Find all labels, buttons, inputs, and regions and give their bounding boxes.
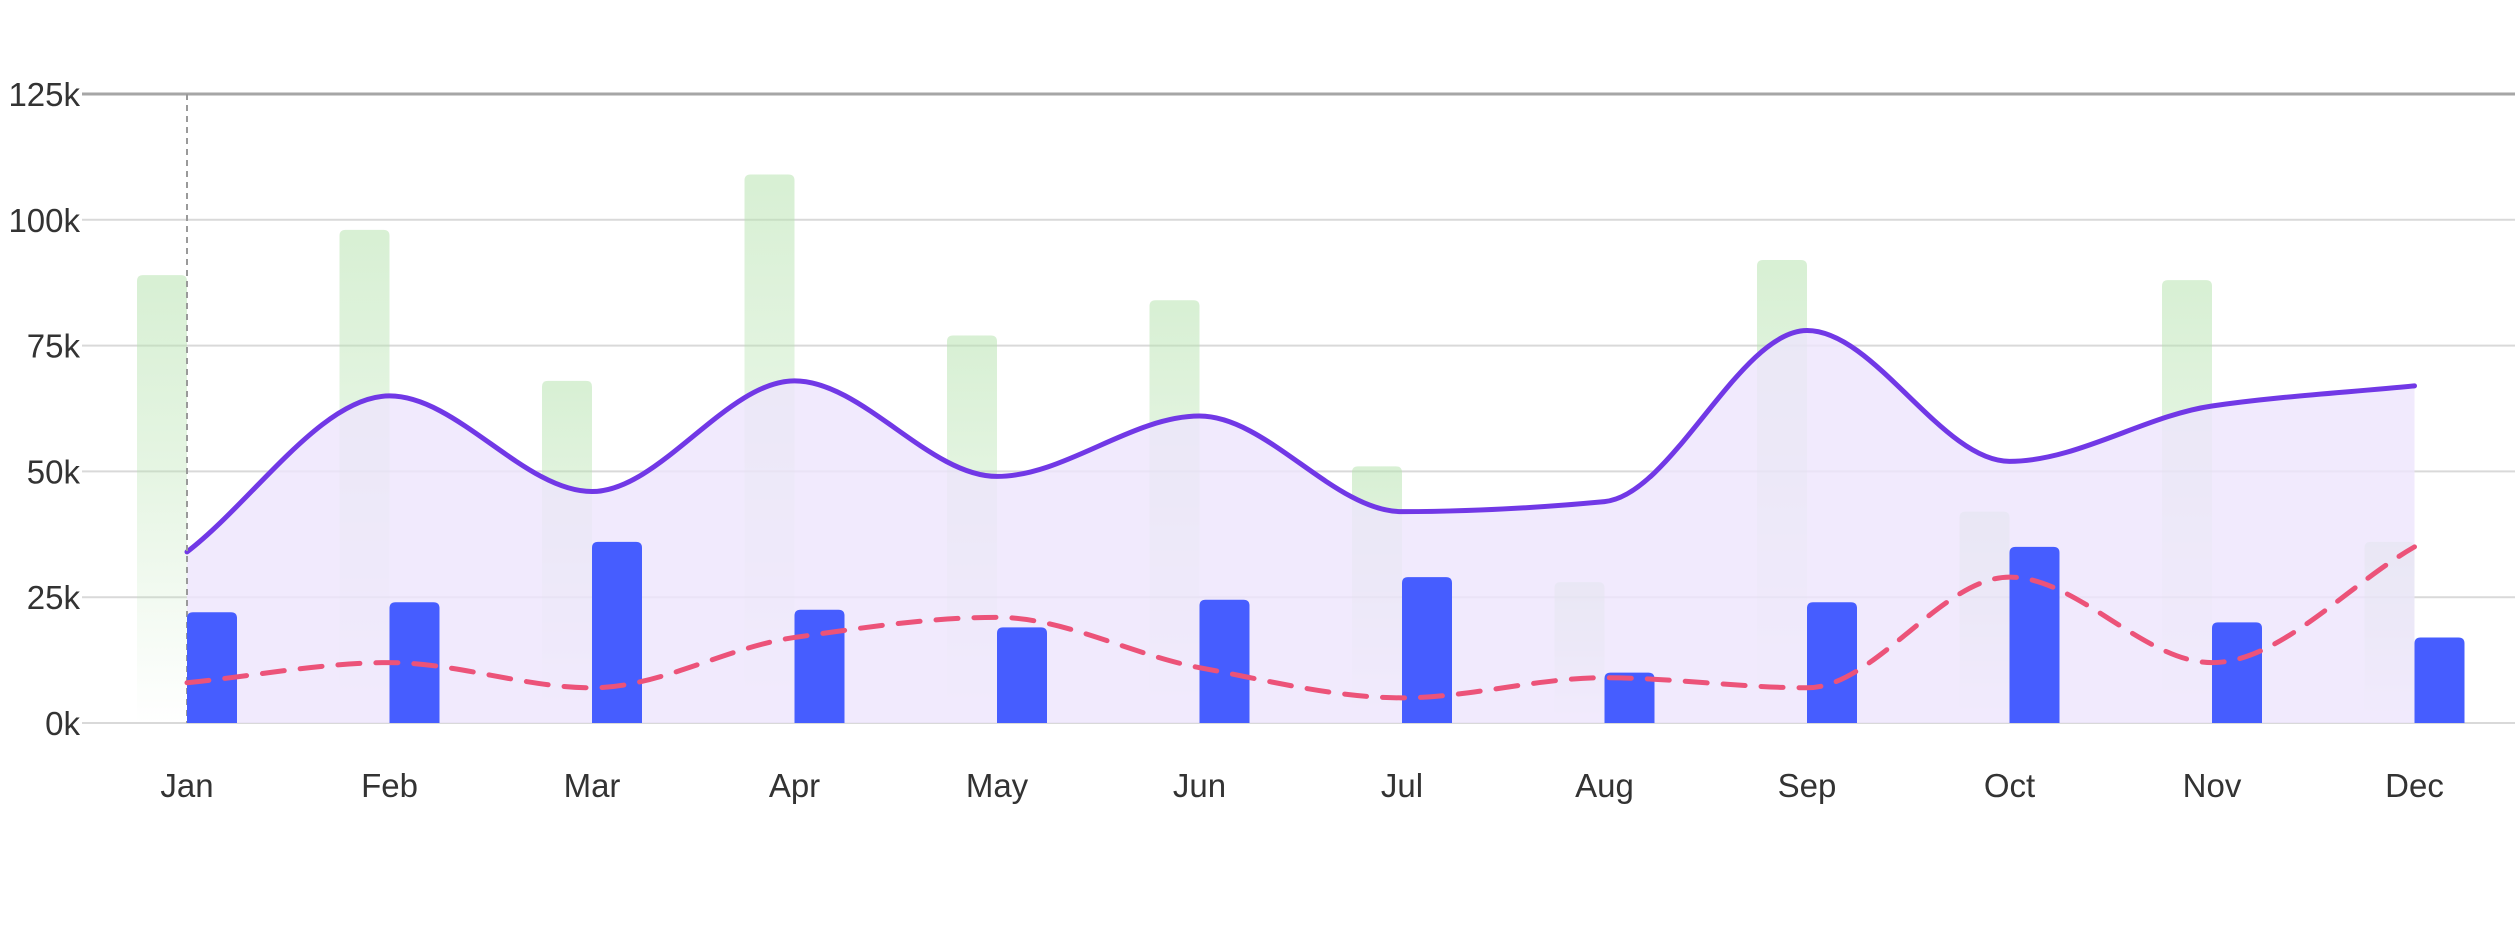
x-tick-label: Jul xyxy=(1381,767,1423,804)
y-tick-label: 125k xyxy=(8,76,80,113)
blue-bar-Sep xyxy=(1807,602,1857,723)
y-tick-label: 50k xyxy=(27,453,81,490)
blue-bar-Apr xyxy=(794,609,845,723)
x-tick-label: Nov xyxy=(2183,767,2242,804)
blue-bar-Mar xyxy=(592,541,642,723)
dashed-line-series xyxy=(184,544,2417,701)
blue-bar-series xyxy=(187,541,2465,723)
y-tick-label: 0k xyxy=(45,705,80,742)
area-line xyxy=(184,328,2417,555)
y-tick-label: 75k xyxy=(27,328,81,365)
blue-bar-Jun xyxy=(1199,599,1250,723)
x-tick-label: Aug xyxy=(1575,767,1634,804)
blue-bar-Jul xyxy=(1402,577,1452,723)
x-tick-label: Sep xyxy=(1778,767,1837,804)
area-series xyxy=(184,328,2417,723)
x-tick-label: Apr xyxy=(769,767,820,804)
blue-bar-Oct xyxy=(2009,546,2060,723)
blue-bar-Nov xyxy=(2212,622,2262,723)
blue-bar-Aug xyxy=(1604,672,1655,723)
x-tick-label: Feb xyxy=(361,767,418,804)
x-tick-label: Oct xyxy=(1984,767,2035,804)
x-tick-label: Mar xyxy=(564,767,621,804)
green-bar-Jan xyxy=(137,275,187,723)
y-tick-label: 100k xyxy=(8,202,80,239)
x-tick-label: May xyxy=(966,767,1029,804)
x-tick-label: Jan xyxy=(160,767,213,804)
blue-bar-May xyxy=(997,627,1047,723)
x-tick-label: Dec xyxy=(2385,767,2444,804)
dashed-line xyxy=(184,544,2417,701)
area-fill xyxy=(187,330,2415,723)
x-tick-label: Jun xyxy=(1173,767,1226,804)
axis-labels: 0k 25k 50k 75k 100k 125k Jan Feb Mar Apr May Jun Jul… xyxy=(8,76,2443,804)
blue-bar-Dec xyxy=(2414,637,2465,723)
blue-bar-Jan xyxy=(187,612,237,723)
y-tick-label: 25k xyxy=(27,579,81,616)
